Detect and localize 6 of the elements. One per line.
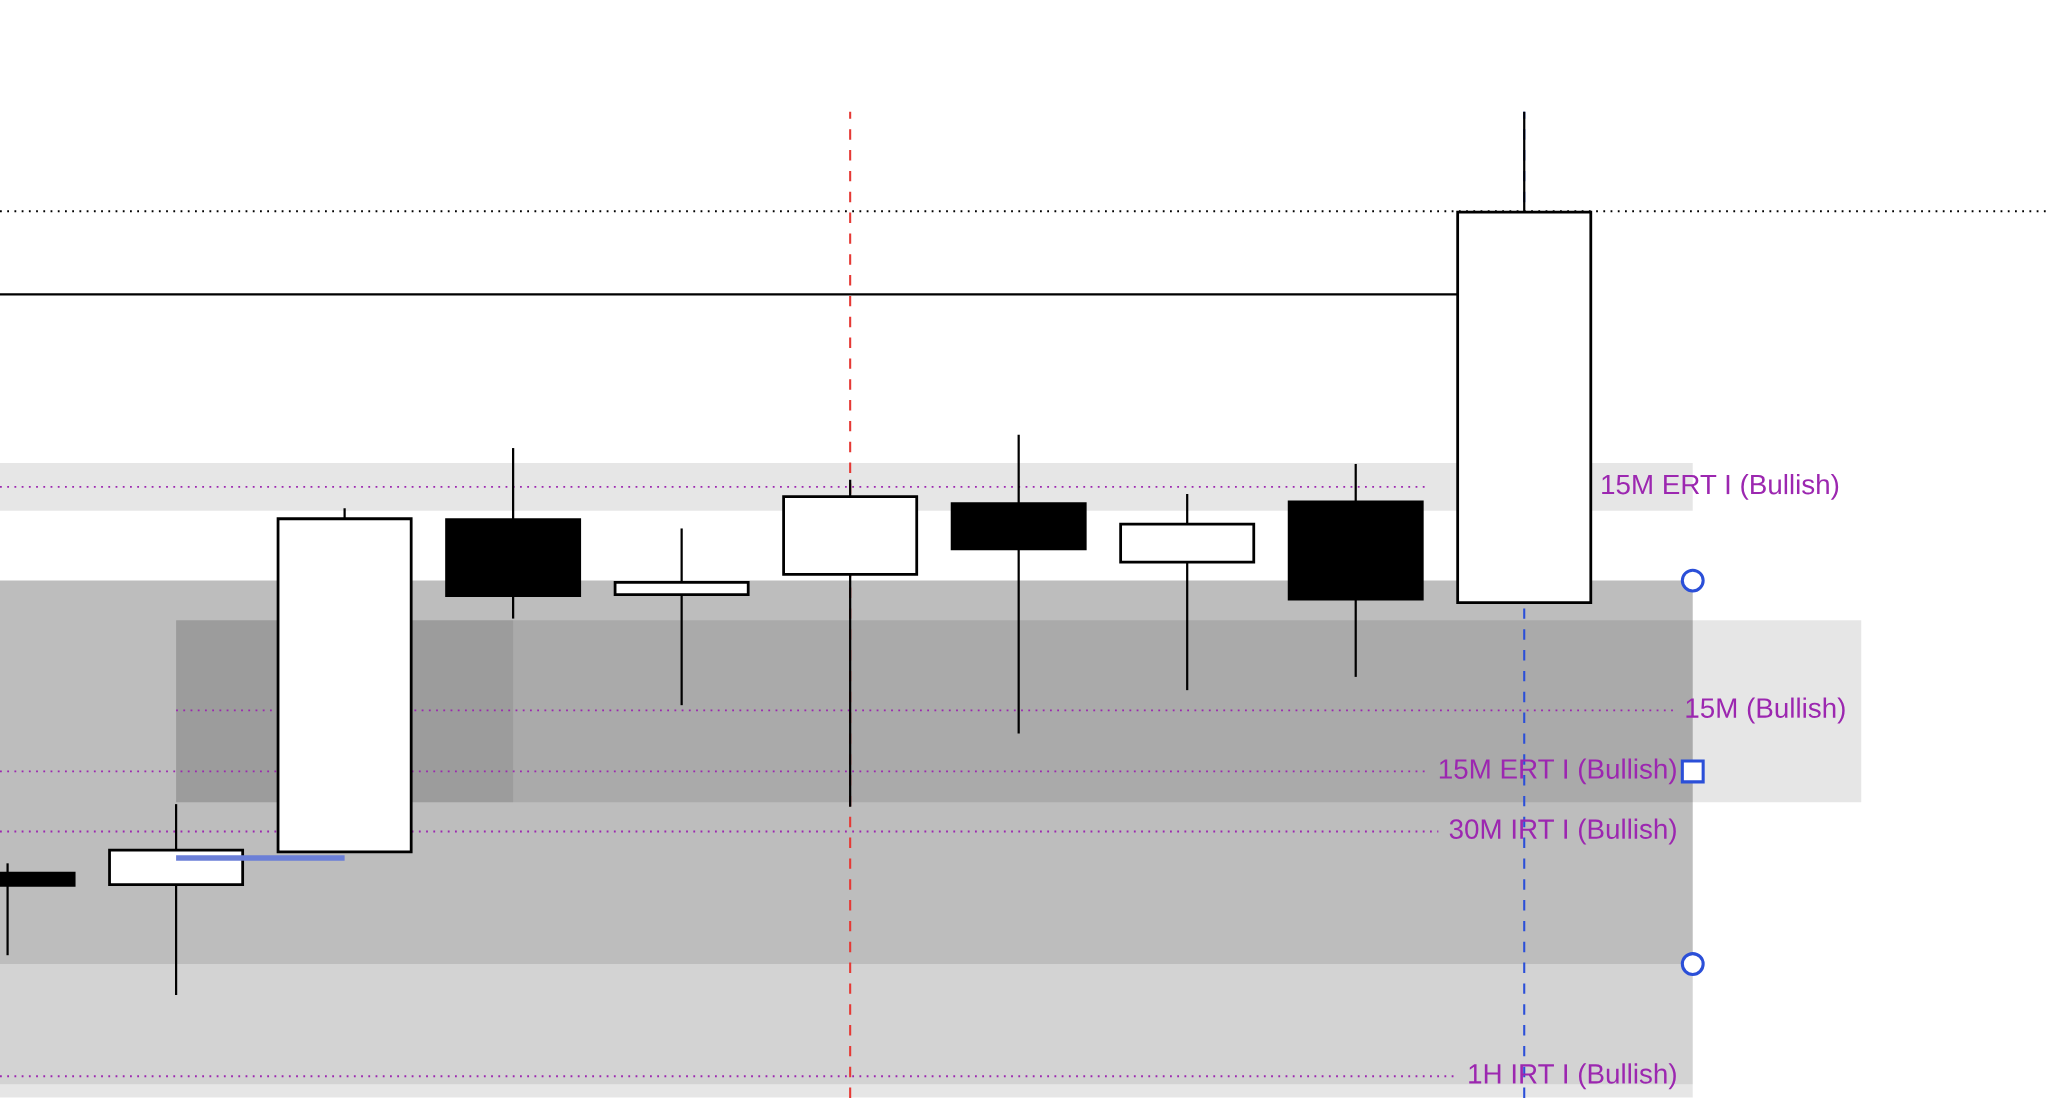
ref-line-label: 30M IRT I (Bullish) [1449, 818, 1676, 845]
ref-line-label: 1H IRT I (Bullish) [1469, 1063, 1676, 1090]
candlestick [613, 527, 750, 707]
ref-line-label: 15M (Bullish) [1686, 697, 1845, 724]
ref-line-label: 15M ERT I (Bullish) [1439, 758, 1676, 785]
ref-line-label: 15M ERT I (Bullish) [1602, 473, 1839, 500]
